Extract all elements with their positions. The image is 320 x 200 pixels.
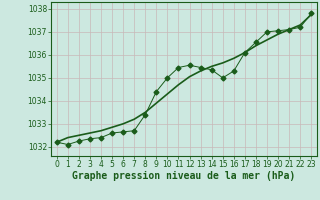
X-axis label: Graphe pression niveau de la mer (hPa): Graphe pression niveau de la mer (hPa): [72, 171, 296, 181]
